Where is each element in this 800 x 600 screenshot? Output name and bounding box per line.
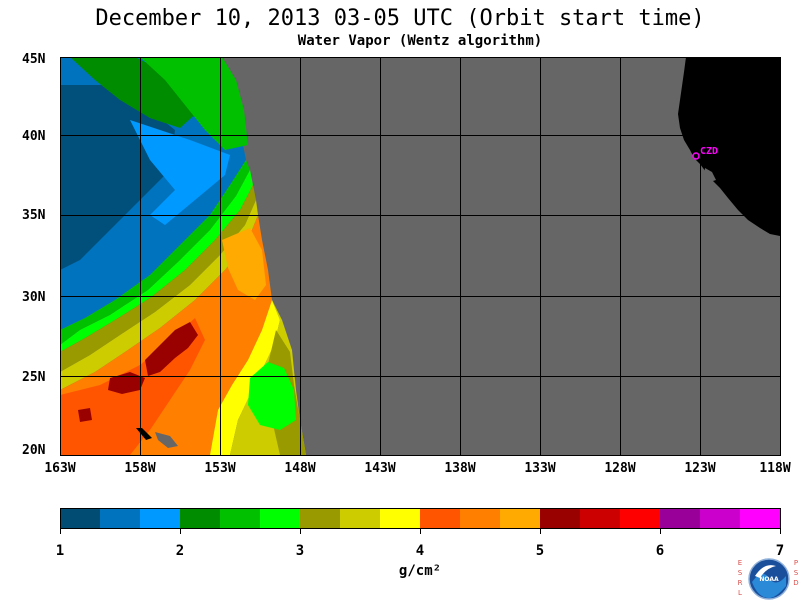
station-marker: [692, 152, 700, 160]
lon-label-158w: 158W: [124, 461, 156, 476]
lat-label-35n: 35N: [22, 208, 46, 223]
colorbar-tick-4: 4: [415, 543, 425, 559]
bay-area: [704, 168, 716, 182]
map-grid: [60, 57, 781, 456]
vapor-2.0: [70, 57, 200, 128]
vapor-2.8: [60, 170, 253, 352]
svg-text:NOAA: NOAA: [759, 576, 779, 583]
lon-label-138w: 138W: [444, 461, 476, 476]
station-label: CZD: [700, 146, 719, 157]
lat-label-25n: 25N: [22, 370, 46, 385]
colorbar-swatch-15: [660, 508, 701, 528]
colorbar: [60, 508, 781, 529]
colorbar-tick-1: 1: [55, 543, 65, 559]
colorbar-tick-6: 6: [655, 543, 665, 559]
colorbar-swatch-0: [60, 508, 101, 528]
colorbar-swatch-1: [100, 508, 141, 528]
vapor-2.5: [60, 160, 250, 345]
vapor-4.4: [222, 228, 266, 300]
colorbar-swatch-12: [540, 508, 581, 528]
lon-label-128w: 128W: [604, 461, 636, 476]
colorbar-swatch-11: [500, 508, 541, 528]
lon-label-118w: 118W: [759, 461, 791, 476]
vapor-3.2: [60, 185, 256, 372]
colorbar-swatch-13: [580, 508, 621, 528]
noaa-emblem-icon: NOAA: [748, 558, 790, 600]
colorbar-tick-marks: [60, 528, 781, 534]
lat-label-40n: 40N: [22, 129, 46, 144]
colorbar-swatch-17: [740, 508, 781, 528]
lat-label-45n: 45N: [22, 52, 46, 67]
colorbar-tick-5: 5: [535, 543, 545, 559]
lat-label-30n: 30N: [22, 290, 46, 305]
lat-label-20n: 20N: [22, 443, 46, 458]
colorbar-swatch-10: [460, 508, 501, 528]
colorbar-swatch-6: [300, 508, 341, 528]
land-mass: [678, 57, 780, 236]
colorbar-swatch-9: [420, 508, 461, 528]
vapor-3.9: [210, 300, 280, 455]
colorbar-swatch-2: [140, 508, 181, 528]
lon-label-143w: 143W: [364, 461, 396, 476]
colorbar-swatch-8: [380, 508, 421, 528]
colorbar-swatch-16: [700, 508, 741, 528]
vapor-1.7: [130, 120, 230, 225]
colorbar-swatch-7: [340, 508, 381, 528]
vapor-5.0-c: [78, 408, 92, 422]
colorbar-swatch-14: [620, 508, 661, 528]
lon-label-123w: 123W: [684, 461, 716, 476]
vapor-5.0-b: [108, 372, 145, 394]
colorbar-tick-3: 3: [295, 543, 305, 559]
lon-label-133w: 133W: [524, 461, 556, 476]
colorbar-swatch-4: [220, 508, 261, 528]
vapor-3.5: [60, 200, 258, 390]
colorbar-swatch-5: [260, 508, 301, 528]
lon-label-163w: 163W: [44, 461, 76, 476]
colorbar-swatch-3: [180, 508, 221, 528]
colorbar-tick-2: 2: [175, 543, 185, 559]
map-title: December 10, 2013 03-05 UTC (Orbit start…: [95, 6, 705, 31]
map-subtitle: Water Vapor (Wentz algorithm): [297, 33, 543, 49]
lon-label-148w: 148W: [284, 461, 316, 476]
lon-label-153w: 153W: [204, 461, 236, 476]
colorbar-tick-7: 7: [775, 543, 785, 559]
vapor-5.0-a: [145, 322, 198, 376]
vapor-2.9: [248, 362, 296, 430]
colorbar-unit: g/cm²: [398, 563, 442, 579]
swath-gap: [155, 432, 178, 448]
